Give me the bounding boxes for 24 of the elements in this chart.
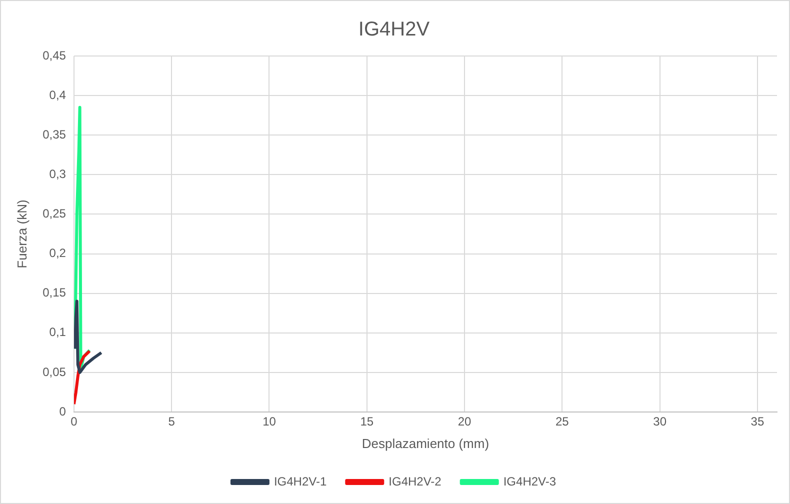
x-tick-label: 0	[70, 414, 78, 429]
y-axis-title: Fuerza (kN)	[14, 200, 30, 268]
x-axis-title: Desplazamiento (mm)	[362, 436, 490, 451]
y-tick-label: 0,1	[49, 325, 66, 340]
legend-label: IG4H2V-3	[503, 474, 556, 488]
y-tick-label: 0	[59, 404, 66, 418]
y-tick-label: 0,2	[49, 246, 66, 260]
x-tick-label: 20	[458, 414, 472, 429]
x-tick-label: 30	[653, 414, 667, 429]
y-tick-label: 0,45	[42, 48, 66, 62]
y-tick-label: 0,3	[49, 166, 66, 181]
x-tick-label: 25	[556, 414, 570, 429]
x-tick-label: 5	[168, 414, 176, 429]
y-tick-label: 0,35	[42, 127, 66, 142]
legend-label: IG4H2V-1	[274, 474, 327, 488]
x-tick-label: 10	[262, 414, 276, 429]
y-tick-label: 0,25	[42, 206, 66, 221]
x-tick-label: 35	[750, 414, 764, 429]
y-tick-label: 0,15	[42, 286, 66, 300]
x-tick-label: 15	[360, 414, 374, 429]
y-tick-label: 0,05	[42, 364, 66, 379]
y-tick-label: 0,4	[49, 88, 66, 102]
chart-title: IG4H2V	[358, 18, 430, 41]
legend-label: IG4H2V-2	[388, 474, 442, 488]
